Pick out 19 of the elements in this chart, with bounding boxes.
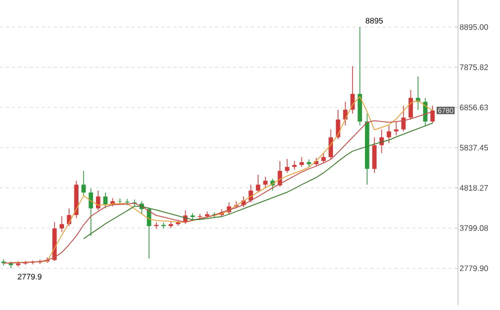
candlestick — [292, 160, 297, 170]
candlestick — [60, 216, 64, 232]
candlestick — [321, 152, 326, 164]
candlestick — [386, 125, 392, 144]
candlestick — [350, 66, 355, 114]
candlestick — [256, 174, 260, 193]
candlestick — [300, 156, 304, 168]
candlestick — [284, 158, 290, 174]
candlestick — [328, 129, 333, 160]
candlestick — [81, 170, 86, 197]
candlestick — [423, 97, 428, 126]
candlestick — [263, 176, 268, 189]
candlestick — [88, 188, 94, 236]
candlestick — [343, 101, 348, 126]
candlestick — [103, 192, 108, 209]
candlestick — [394, 121, 398, 136]
candlestick — [372, 136, 377, 174]
candlestick — [408, 90, 413, 120]
candlestick — [96, 190, 100, 211]
